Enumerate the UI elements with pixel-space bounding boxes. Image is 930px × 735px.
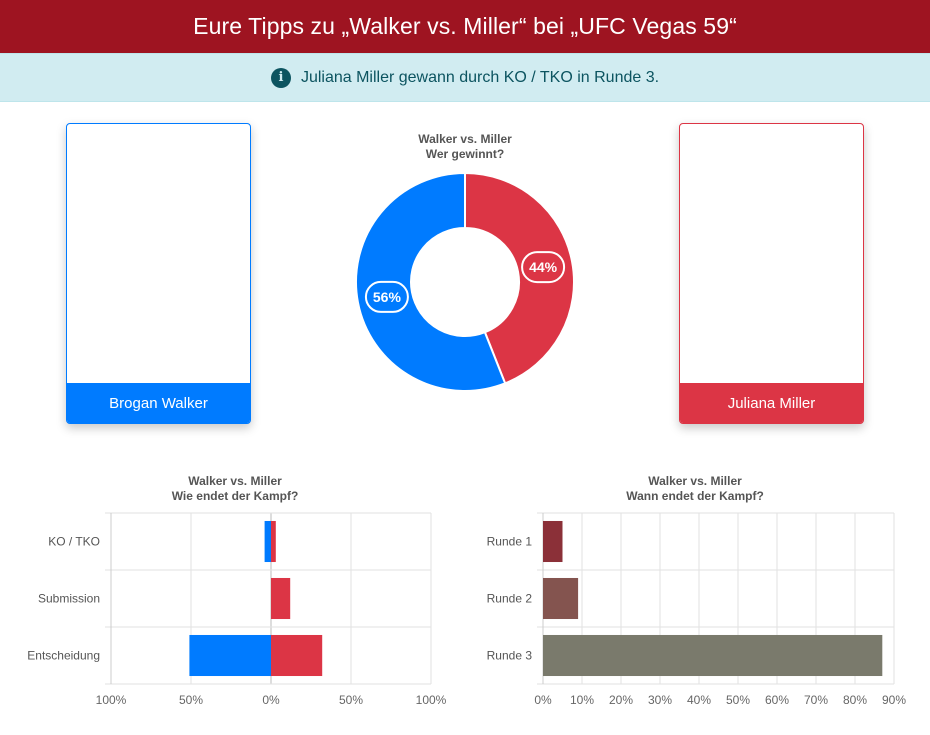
fighter-card-walker[interactable]: Brogan Walker	[66, 123, 251, 424]
method-tick-label: 0%	[262, 693, 280, 707]
method-tick-label: 50%	[339, 693, 363, 707]
round-tick-label: 70%	[804, 693, 828, 707]
method-chart-title-main: Walker vs. Miller	[188, 474, 282, 488]
info-icon: i	[270, 67, 291, 88]
donut-slice-walker	[355, 171, 507, 392]
method-bar	[189, 634, 271, 677]
donut-slice-miller	[464, 171, 575, 385]
round-tick-label: 80%	[843, 693, 867, 707]
method-category-label: KO / TKO	[48, 535, 100, 549]
round-category-label: Runde 3	[487, 649, 533, 663]
pie-chart-title-main: Walker vs. Miller	[418, 132, 512, 146]
round-tick-label: 10%	[570, 693, 594, 707]
round-tick-label: 60%	[765, 693, 789, 707]
round-tick-label: 40%	[687, 693, 711, 707]
fighter-name-miller: Juliana Miller	[680, 383, 863, 423]
round-tick-label: 0%	[534, 693, 552, 707]
method-bar	[271, 577, 291, 620]
winner-donut-chart: 44% 56%	[355, 171, 575, 392]
method-tick-label: 100%	[416, 693, 447, 707]
donut-label-miller: 44%	[521, 251, 566, 284]
round-chart-subtitle: Wann endet der Kampf?	[626, 489, 764, 503]
result-text: Juliana Miller gewann durch KO / TKO in …	[300, 68, 660, 86]
round-bar	[543, 577, 579, 620]
svg-text:44%: 44%	[529, 259, 558, 275]
round-tick-label: 90%	[882, 693, 906, 707]
round-bar	[543, 634, 883, 677]
round-chart-title: Walker vs. Miller Wann endet der Kampf?	[585, 474, 805, 504]
method-tick-label: 50%	[179, 693, 203, 707]
round-category-label: Runde 1	[487, 535, 533, 549]
method-bar-chart: 100% 50% 0% 50% 100% KO / TKO Submission Entsch…	[27, 512, 447, 707]
round-category-label: Runde 2	[487, 592, 533, 606]
method-category-label: Entscheidung	[27, 649, 100, 663]
pie-chart-title: Walker vs. Miller Wer gewinnt?	[355, 132, 575, 162]
page-title: Eure Tipps zu „Walker vs. Miller“ bei „U…	[193, 13, 737, 39]
fighter-card-miller[interactable]: Juliana Miller	[679, 123, 864, 424]
svg-text:56%: 56%	[373, 289, 402, 305]
method-category-label: Submission	[38, 592, 100, 606]
round-bar-chart: 0% 10% 20% 30% 40% 50% 60% 70% 80% 90% Runde 1 Rund…	[487, 512, 906, 707]
method-tick-label: 100%	[96, 693, 127, 707]
result-alert: i Juliana Miller gewann durch KO / TKO i…	[0, 53, 930, 102]
method-chart-title: Walker vs. Miller Wie endet der Kampf?	[125, 474, 345, 504]
pie-chart-subtitle: Wer gewinnt?	[425, 147, 505, 161]
round-tick-label: 20%	[609, 693, 633, 707]
method-bar	[271, 520, 276, 563]
round-tick-label: 50%	[726, 693, 750, 707]
round-bar	[543, 520, 563, 563]
round-tick-label: 30%	[648, 693, 672, 707]
donut-label-walker: 56%	[364, 280, 409, 313]
method-bar	[271, 634, 323, 677]
round-chart-title-main: Walker vs. Miller	[648, 474, 742, 488]
method-chart-subtitle: Wie endet der Kampf?	[171, 489, 299, 503]
page-header: Eure Tipps zu „Walker vs. Miller“ bei „U…	[0, 0, 930, 53]
method-bar	[264, 520, 271, 563]
fighter-name-walker: Brogan Walker	[67, 383, 250, 423]
